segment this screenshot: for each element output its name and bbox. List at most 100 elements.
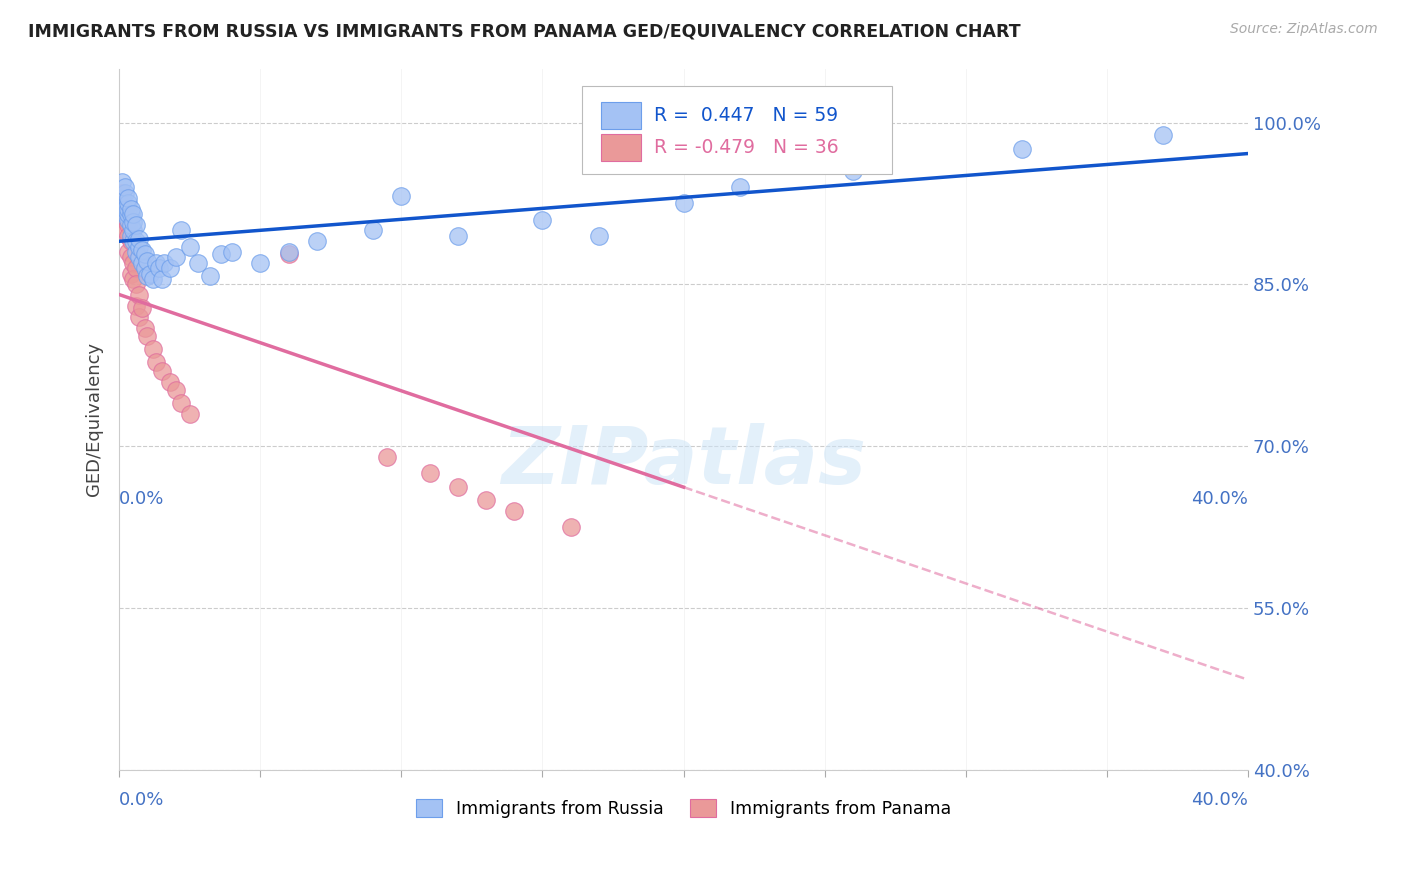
Point [159, 375, 181, 389]
Point [114, 180, 136, 194]
Point [120, 267, 142, 281]
Point [111, 202, 134, 216]
Point [131, 256, 153, 270]
Point [122, 207, 145, 221]
Point [305, 234, 328, 248]
Point [120, 234, 142, 248]
Bar [602, 135, 641, 161]
Point [122, 256, 145, 270]
Point [1152, 128, 1174, 143]
Point [120, 218, 142, 232]
Point [111, 175, 134, 189]
Point [1011, 143, 1033, 157]
Point [249, 256, 271, 270]
Point [209, 247, 232, 261]
Point [122, 215, 145, 229]
Point [128, 251, 150, 265]
Point [842, 164, 865, 178]
Point [128, 310, 150, 324]
Bar [602, 103, 641, 128]
Point [179, 240, 201, 254]
Point [122, 272, 145, 286]
Point [179, 407, 201, 421]
Text: IMMIGRANTS FROM RUSSIA VS IMMIGRANTS FROM PANAMA GED/EQUIVALENCY CORRELATION CHA: IMMIGRANTS FROM RUSSIA VS IMMIGRANTS FRO… [28, 22, 1021, 40]
Point [120, 207, 142, 221]
Point [114, 212, 136, 227]
Point [125, 218, 148, 232]
Point [125, 234, 148, 248]
Point [277, 245, 299, 260]
Point [165, 384, 187, 398]
Point [114, 186, 136, 200]
Y-axis label: GED/Equivalency: GED/Equivalency [86, 343, 103, 497]
Text: 40.0%: 40.0% [1191, 490, 1249, 508]
Point [588, 228, 610, 243]
Point [111, 202, 134, 216]
Point [111, 191, 134, 205]
Point [165, 251, 187, 265]
Point [136, 268, 159, 283]
Point [672, 196, 695, 211]
Point [131, 243, 153, 257]
FancyBboxPatch shape [582, 86, 893, 174]
Point [150, 272, 173, 286]
Text: R = -0.479   N = 36: R = -0.479 N = 36 [654, 138, 839, 157]
Point [361, 223, 384, 237]
Point [560, 520, 582, 534]
Point [114, 202, 136, 216]
Point [187, 256, 209, 270]
Text: 0.0%: 0.0% [120, 490, 165, 508]
Point [120, 228, 142, 243]
Point [447, 480, 470, 494]
Point [170, 396, 193, 410]
Point [150, 364, 173, 378]
Text: ZIPatlas: ZIPatlas [501, 423, 866, 500]
Point [153, 256, 176, 270]
Point [145, 355, 167, 369]
Point [122, 223, 145, 237]
Point [391, 189, 413, 203]
Point [531, 212, 554, 227]
Point [117, 191, 139, 205]
Point [117, 212, 139, 227]
Point [117, 228, 139, 243]
Point [131, 301, 153, 316]
Text: 40.0%: 40.0% [1191, 791, 1249, 809]
Point [125, 245, 148, 260]
Point [117, 196, 139, 211]
Point [134, 261, 156, 276]
Point [159, 261, 181, 276]
Point [114, 223, 136, 237]
Text: 0.0%: 0.0% [120, 791, 165, 809]
Point [170, 223, 193, 237]
Point [117, 218, 139, 232]
Point [120, 202, 142, 216]
Point [111, 186, 134, 200]
Text: Source: ZipAtlas.com: Source: ZipAtlas.com [1230, 22, 1378, 37]
Legend: Immigrants from Russia, Immigrants from Panama: Immigrants from Russia, Immigrants from … [409, 792, 957, 825]
Point [134, 247, 156, 261]
Point [142, 272, 165, 286]
Point [142, 343, 165, 357]
Point [145, 256, 167, 270]
Point [128, 288, 150, 302]
Point [114, 202, 136, 216]
Point [125, 299, 148, 313]
Point [128, 240, 150, 254]
Point [117, 245, 139, 260]
Point [114, 207, 136, 221]
Point [447, 228, 470, 243]
Text: R =  0.447   N = 59: R = 0.447 N = 59 [654, 106, 838, 125]
Point [117, 207, 139, 221]
Point [136, 329, 159, 343]
Point [122, 234, 145, 248]
Point [139, 267, 162, 281]
Point [117, 202, 139, 216]
Point [136, 253, 159, 268]
Point [221, 245, 243, 260]
Point [125, 277, 148, 292]
Point [475, 493, 498, 508]
Point [134, 320, 156, 334]
Point [148, 261, 170, 276]
Point [128, 232, 150, 246]
